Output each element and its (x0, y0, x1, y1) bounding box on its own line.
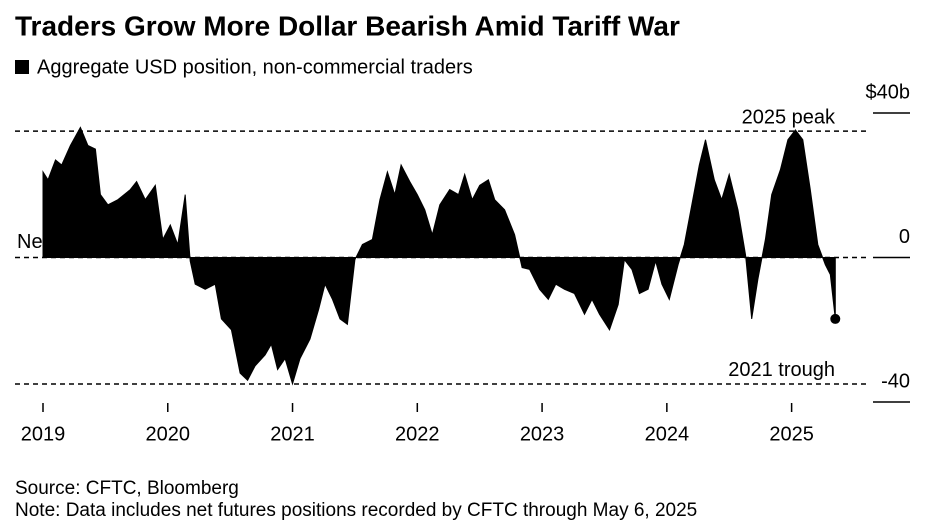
annotation: 2025 peak (742, 106, 836, 128)
y-tick-label: 0 (899, 226, 910, 248)
annotation: 2021 trough (728, 359, 835, 381)
x-tick-label: 2023 (520, 423, 565, 445)
x-tick-label: 2022 (395, 423, 440, 445)
note: Note: Data includes net futures position… (15, 500, 697, 521)
annotation: Neutral (17, 231, 81, 253)
y-tick-label: $40b (866, 81, 911, 103)
x-tick-label: 2019 (21, 423, 66, 445)
area (42, 126, 836, 386)
last-point (830, 313, 841, 324)
source: Source: CFTC, Bloomberg (15, 478, 239, 499)
x-tick-label: 2024 (645, 423, 690, 445)
x-tick-label: 2021 (270, 423, 315, 445)
chart-title: Traders Grow More Dollar Bearish Amid Ta… (15, 10, 680, 41)
legend-swatch (15, 60, 29, 74)
x-tick-label: 2025 (769, 423, 814, 445)
x-tick-label: 2020 (146, 423, 191, 445)
legend-label: Aggregate USD position, non-commercial t… (37, 56, 473, 78)
y-tick-label: -40 (881, 370, 910, 392)
